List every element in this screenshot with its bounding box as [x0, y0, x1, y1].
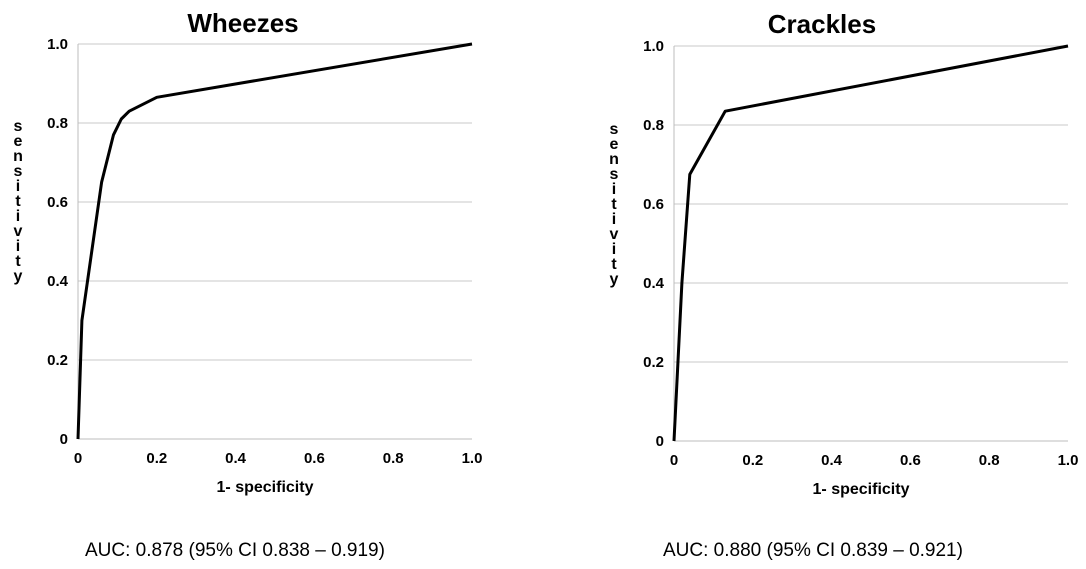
- chart-panel-wheezes: Wheezes 0 0.2 0.4 0.6 0.8 1.0 0 0.2 0.4 0.6 0.8 1.0 1…: [13, 8, 483, 561]
- x-tick-label: 0.6: [304, 450, 325, 467]
- y-tick-label: 1.0: [643, 38, 664, 55]
- y-tick-label: 0: [656, 433, 664, 450]
- roc-curve: [672, 44, 1069, 442]
- chart-title: Wheezes: [187, 8, 298, 38]
- x-tick-label: 0.2: [742, 452, 763, 469]
- x-tick-label: 1.0: [462, 450, 483, 467]
- chart-svg: Crackles 0 0.2 0.4 0.6 0.8 1.0 0 0.2 0.4 0.6 0.8 1.0…: [609, 9, 1079, 498]
- chart-title: Crackles: [768, 9, 876, 39]
- y-tick-label: 0: [60, 431, 68, 448]
- x-axis-label: 1- specificity: [813, 481, 910, 498]
- y-tick-label: 0.8: [47, 115, 68, 132]
- x-tick-label: 0: [670, 452, 678, 469]
- x-tick-label: 0.8: [383, 450, 404, 467]
- x-tick-label: 0.2: [146, 450, 167, 467]
- roc-curve: [76, 42, 473, 440]
- y-tick-label: 0.8: [643, 117, 664, 134]
- y-tick-label: 1.0: [47, 36, 68, 53]
- chart-panel-crackles: Crackles 0 0.2 0.4 0.6 0.8 1.0 0 0.2 0.4 0.6 0.8 1.0…: [543, 0, 1086, 569]
- y-tick-label: 0.4: [47, 273, 69, 290]
- x-tick-label: 0.4: [225, 450, 247, 467]
- y-tick-label: 0.4: [643, 275, 665, 292]
- x-tick-label: 0.4: [821, 452, 843, 469]
- x-axis-label: 1- specificity: [217, 479, 314, 496]
- chart-svg: Wheezes 0 0.2 0.4 0.6 0.8 1.0 0 0.2 0.4 0.6 0.8 1.0 1…: [13, 8, 483, 496]
- y-tick-label: 0.6: [643, 196, 664, 213]
- y-tick-label: 0.2: [643, 354, 664, 371]
- y-tick-label: 0.2: [47, 352, 68, 369]
- auc-label: AUC: 0.880 (95% CI 0.839 – 0.921): [663, 540, 963, 561]
- x-tick-label: 1.0: [1058, 452, 1079, 469]
- y-tick-label: 0.6: [47, 194, 68, 211]
- x-tick-label: 0.6: [900, 452, 921, 469]
- x-tick-label: 0: [74, 450, 82, 467]
- x-tick-label: 0.8: [979, 452, 1000, 469]
- auc-label: AUC: 0.878 (95% CI 0.838 – 0.919): [85, 540, 385, 561]
